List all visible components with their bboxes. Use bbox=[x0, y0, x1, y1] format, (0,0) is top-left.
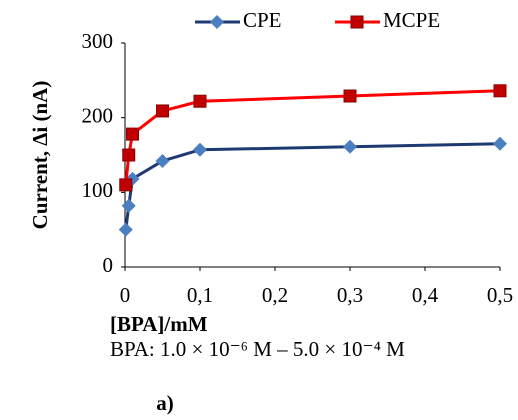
x-tick-label: 0 bbox=[120, 283, 131, 307]
legend-marker bbox=[350, 15, 364, 29]
series-line bbox=[124, 142, 501, 230]
data-point bbox=[343, 89, 357, 103]
legend-label: CPE bbox=[243, 8, 282, 32]
series-line bbox=[124, 89, 501, 186]
data-point bbox=[343, 139, 357, 154]
y-axis-title: Current, Δi (nA) bbox=[28, 81, 52, 230]
panel-label: a) bbox=[156, 391, 174, 415]
y-tick-label: 0 bbox=[103, 253, 114, 277]
data-point bbox=[193, 142, 207, 157]
data-point bbox=[193, 94, 207, 108]
x-tick-label: 0,3 bbox=[337, 283, 363, 307]
legend-label: MCPE bbox=[383, 8, 440, 32]
x-tick-label: 0,4 bbox=[412, 283, 439, 307]
x-axis-title: [BPA]/mM bbox=[110, 312, 208, 336]
y-tick-label: 100 bbox=[82, 178, 114, 202]
y-tick-label: 200 bbox=[82, 103, 114, 127]
data-point bbox=[155, 153, 170, 168]
y-tick-label: 300 bbox=[82, 29, 114, 53]
note: BPA: 1.0 × 10⁻⁶ M – 5.0 × 10⁻⁴ M bbox=[110, 337, 405, 361]
data-point bbox=[119, 178, 133, 192]
data-point bbox=[493, 84, 507, 98]
data-point bbox=[118, 222, 133, 237]
x-tick-label: 0,2 bbox=[262, 283, 288, 307]
data-point bbox=[493, 136, 507, 151]
data-point bbox=[126, 127, 139, 141]
x-tick-label: 0,5 bbox=[487, 283, 513, 307]
data-point bbox=[122, 148, 136, 162]
data-point bbox=[121, 198, 136, 213]
legend-marker bbox=[210, 15, 224, 29]
x-tick-label: 0,1 bbox=[187, 283, 213, 307]
data-point bbox=[156, 104, 169, 118]
